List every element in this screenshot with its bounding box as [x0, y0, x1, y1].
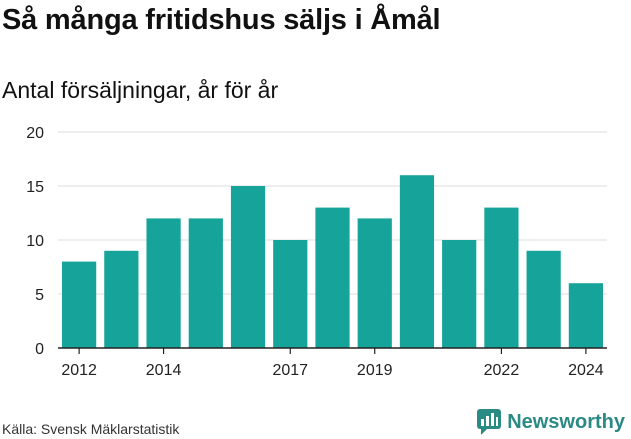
y-tick-label: 0 [35, 341, 44, 358]
bar-2014 [146, 218, 181, 348]
chart-title: Så många fritidshus säljs i Åmål [2, 4, 441, 36]
x-tick-label: 2024 [568, 362, 604, 379]
bar-2015 [188, 218, 223, 348]
chart-subtitle: Antal försäljningar, år för år [2, 77, 279, 103]
x-tick-label: 2012 [61, 362, 97, 379]
bar-2017 [273, 240, 308, 348]
bar-2023 [526, 250, 561, 348]
y-tick-label: 20 [26, 125, 44, 142]
bar-chart: 0 5 10 15 20 2012 2014 2017 2019 2022 2024 [26, 125, 607, 379]
x-tick-label: 2017 [272, 362, 308, 379]
brand-logo[interactable]: Newsworthy [477, 409, 625, 435]
y-tick-label: 5 [35, 287, 44, 304]
bar-2024 [568, 283, 603, 348]
bar-2018 [315, 207, 350, 348]
x-axis-ticks: 2012 2014 2017 2019 2022 2024 [61, 348, 604, 379]
y-tick-label: 15 [26, 179, 44, 196]
bar-2022 [484, 207, 519, 348]
y-axis-ticks: 0 5 10 15 20 [26, 125, 44, 358]
bars [62, 175, 603, 348]
bar-2019 [357, 218, 392, 348]
source-note: Källa: Svensk Mäklarstatistik [2, 421, 180, 437]
newsworthy-logo-icon [477, 409, 502, 435]
bar-2012 [62, 261, 97, 348]
brand-name: Newsworthy [507, 410, 625, 433]
x-tick-label: 2022 [484, 362, 520, 379]
bar-2013 [104, 250, 139, 348]
y-tick-label: 10 [26, 233, 44, 250]
bar-2020 [399, 175, 435, 348]
bar-2021 [442, 240, 477, 348]
x-tick-label: 2019 [357, 362, 393, 379]
x-tick-label: 2014 [146, 362, 182, 379]
bar-2016 [230, 186, 266, 348]
